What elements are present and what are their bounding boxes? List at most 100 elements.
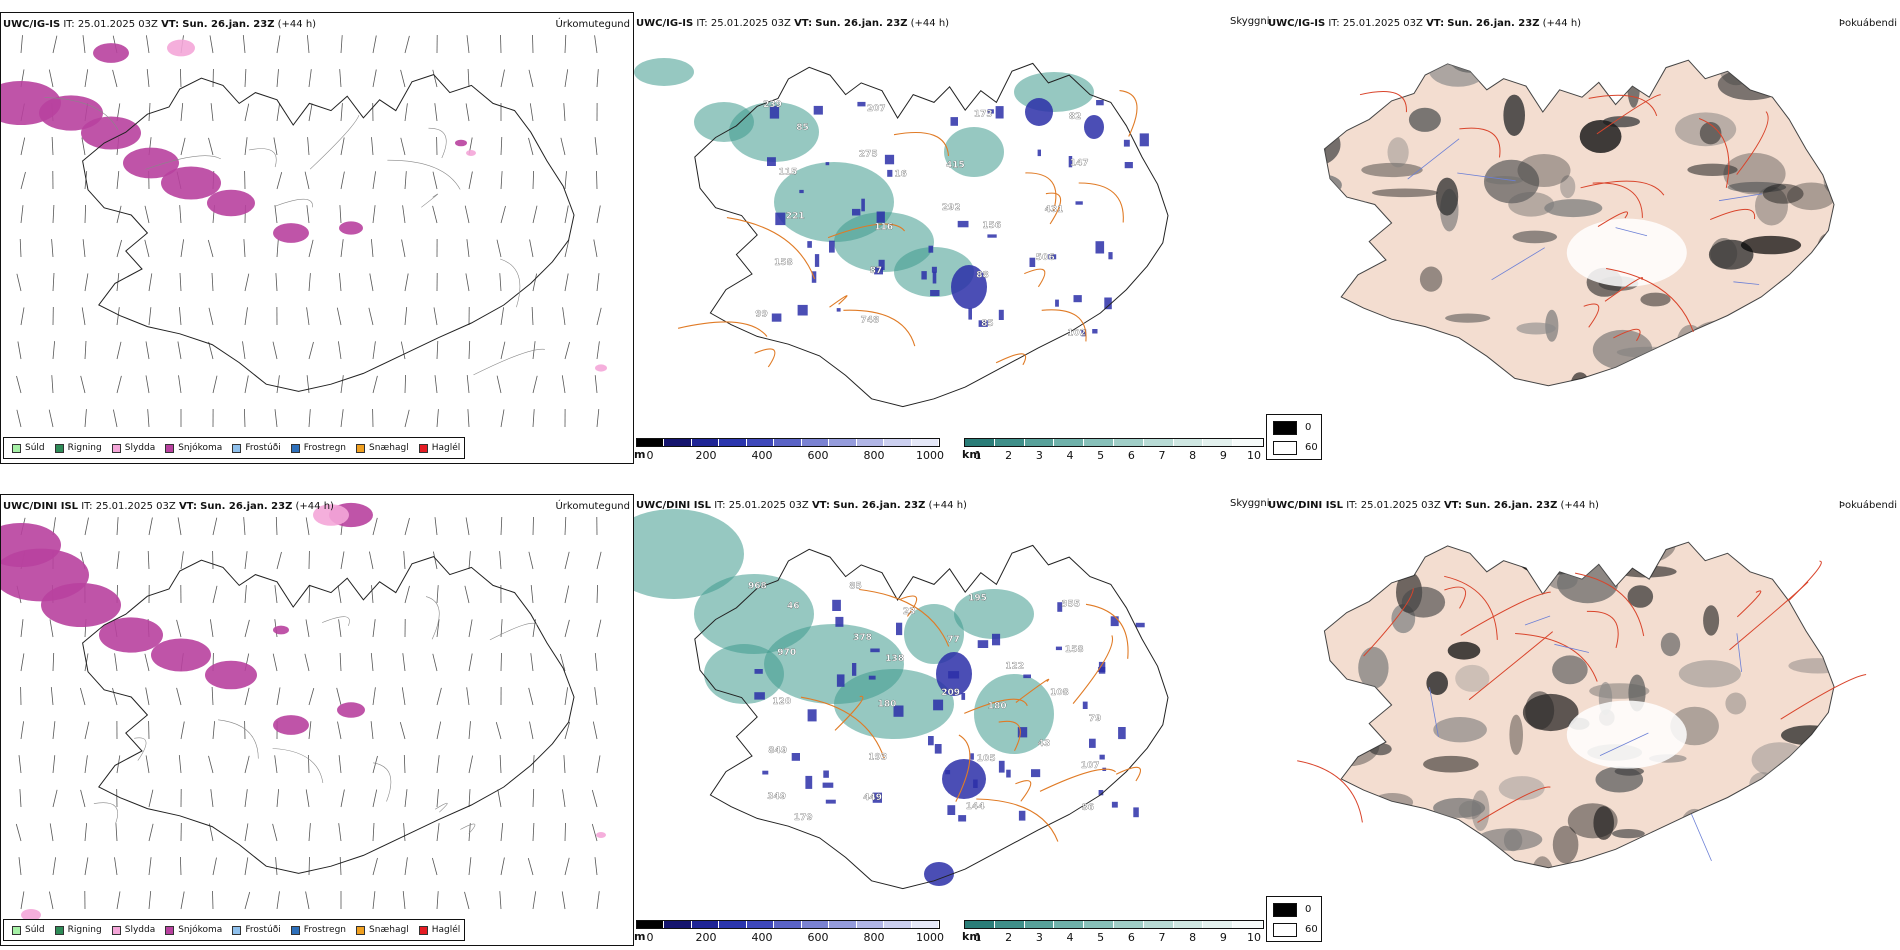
ceiling-cell	[799, 189, 804, 194]
scale-swatch	[746, 921, 775, 928]
fog-cell	[1830, 73, 1835, 114]
legend-item: Rigning	[54, 443, 102, 453]
ceiling-cell	[767, 157, 776, 166]
wind-barb	[529, 103, 534, 122]
scale-swatch	[637, 921, 665, 928]
ceiling-label: 85	[981, 319, 994, 329]
fog-key-swatch	[1273, 923, 1297, 937]
ceiling-label: 88	[976, 270, 989, 280]
legend-label: Snjókoma	[178, 925, 223, 935]
wind-barb	[112, 69, 118, 88]
fog-cell	[1612, 829, 1645, 839]
fog-cell	[1336, 694, 1357, 707]
visibility-area	[974, 674, 1054, 754]
fog-cell	[1516, 322, 1556, 335]
fog-cell	[1371, 188, 1439, 198]
wind-barb	[52, 341, 55, 360]
ceiling-cell	[868, 675, 876, 680]
ceiling-cell	[797, 304, 808, 316]
fog-cell	[1838, 809, 1853, 846]
vt-value: Sun. 26.jan. 23Z	[182, 19, 275, 30]
scale-swatch	[911, 921, 939, 928]
ceiling-label: 46	[787, 601, 800, 611]
road-line	[1025, 172, 1057, 212]
road-line	[218, 719, 259, 759]
wind-barb	[466, 687, 470, 706]
wind-barb	[372, 341, 376, 360]
fog-cell	[1723, 152, 1786, 195]
fog-cell	[1620, 851, 1646, 868]
scale-swatch	[1233, 439, 1263, 446]
wind-barb	[596, 755, 601, 774]
road-lines	[1359, 91, 1769, 342]
wind-barb	[211, 272, 214, 292]
ceiling-cell	[754, 692, 765, 700]
wind-barb	[80, 375, 86, 394]
wind-barb	[532, 375, 538, 394]
wind-barb	[52, 272, 55, 292]
wind-barb	[80, 789, 86, 808]
scale-tick: 3	[1035, 931, 1043, 944]
visibility-areas	[634, 509, 1054, 754]
snow-areas	[1, 39, 607, 372]
ceiling-cell	[876, 211, 885, 223]
it-label: IT:	[696, 18, 708, 29]
fog-free-area	[1566, 218, 1687, 287]
vt-value: Sun. 26.jan. 23Z	[200, 501, 293, 512]
ceiling-cell	[1098, 666, 1106, 672]
road-line	[1736, 590, 1762, 618]
wind-barb	[532, 516, 534, 536]
wind-barb	[464, 891, 470, 910]
legend-swatch	[232, 443, 242, 453]
ceiling-labels: 239 275 292 506 99 207 415 431 158 748 173 147 221 87…	[755, 100, 1089, 339]
ceiling-map: 239 275 292 506 99 207 415 431 158 748 173 147 221 87…	[634, 58, 1169, 408]
wind-barb	[244, 375, 249, 394]
wind-barb	[15, 823, 22, 842]
road-line	[1586, 610, 1619, 649]
ceiling-label: 158	[774, 258, 793, 268]
wind-barb	[563, 755, 566, 774]
visibility-area	[944, 127, 1004, 177]
wind-barb	[116, 307, 120, 326]
ceiling-cell	[1037, 149, 1041, 157]
river-line	[1524, 615, 1551, 626]
wind-barb	[178, 375, 182, 394]
legend-swatch	[54, 925, 64, 935]
fog-cell	[1426, 671, 1448, 695]
ceiling-cell	[1099, 754, 1105, 760]
fog-cell	[1387, 137, 1409, 168]
wind-barb	[116, 891, 121, 910]
it-value: 25.01.2025 03Z	[1360, 500, 1441, 511]
wind-barb	[404, 517, 410, 536]
ceiling-cell	[1098, 790, 1104, 796]
ceiling-label: 748	[861, 316, 880, 326]
wind-barb	[49, 891, 54, 910]
vt-value: Sun. 26.jan. 23Z	[833, 500, 926, 511]
fog-index-panel: UWC/DINI ISL IT: 25.01.2025 03Z VT: Sun.…	[1266, 494, 1900, 946]
fog-cell	[1455, 664, 1490, 692]
river-line	[1457, 172, 1516, 182]
road-line	[1119, 90, 1138, 137]
fog-cell	[1699, 122, 1722, 145]
ceiling-cell	[878, 259, 885, 271]
ceiling-label: 77	[947, 635, 960, 645]
wind-barb	[465, 517, 470, 536]
wind-barb	[434, 103, 438, 122]
wind-barb	[372, 822, 375, 842]
fog-cell	[1373, 320, 1408, 336]
wind-barb	[180, 856, 182, 876]
ceiling-label: 292	[942, 203, 961, 213]
wind-barb	[308, 341, 314, 360]
ceiling-label: 173	[974, 109, 993, 119]
wind-barb	[468, 653, 473, 672]
wind-barb	[596, 273, 600, 292]
wind-barb	[244, 619, 250, 638]
wind-barb	[500, 136, 503, 156]
wind-barb	[402, 205, 406, 224]
wind-barb	[276, 789, 279, 808]
road-line	[1729, 581, 1809, 651]
wind-barb	[20, 721, 24, 740]
legend-item: Frostúði	[232, 925, 281, 935]
fog-free-area	[1566, 700, 1687, 769]
wind-barb	[404, 273, 409, 292]
